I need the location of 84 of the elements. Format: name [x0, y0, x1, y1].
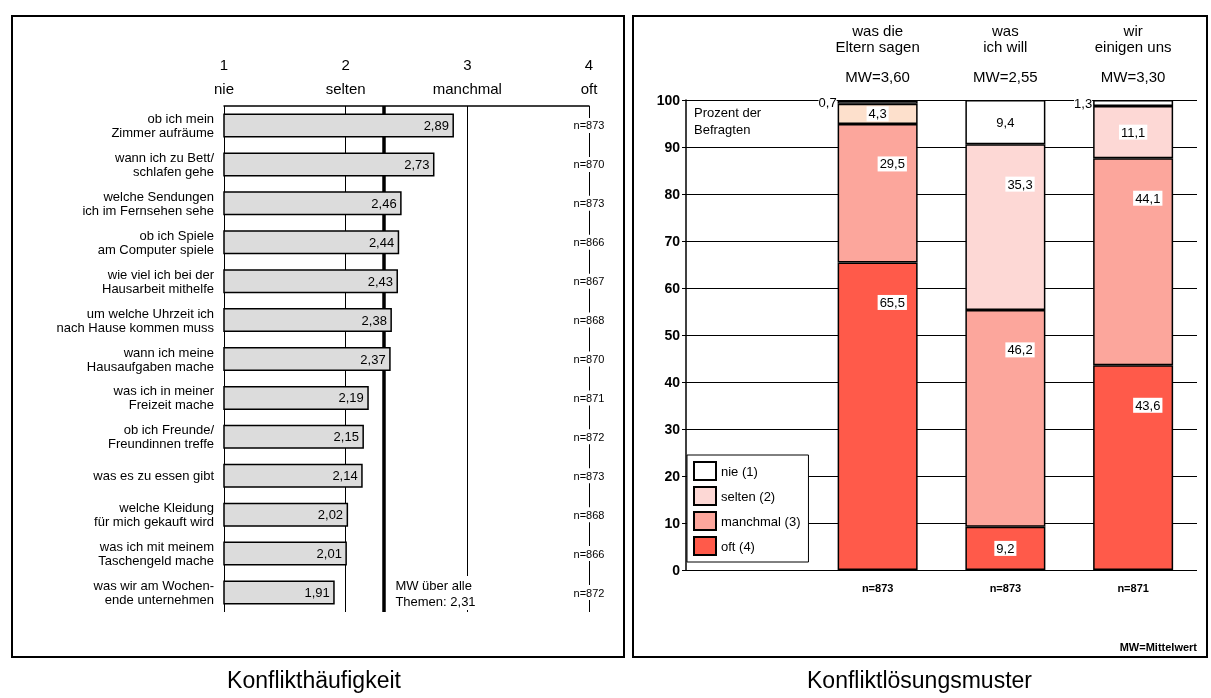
x-tick-label: 4 oft	[580, 55, 599, 97]
y-tick-label: was ich mit meinem Taschengeld mache	[98, 539, 214, 569]
y-tick-label: wann ich meine Hausaufgaben mache	[86, 344, 214, 374]
data-label: 29,5	[879, 156, 905, 172]
ref-line-label: MW über alle Themen: 2,31	[395, 577, 476, 609]
data-label: 35,3	[1007, 176, 1033, 192]
y-tick-label: 50	[664, 327, 681, 344]
annotation: n=873	[989, 582, 1022, 594]
text: MW=Mittelwert	[1119, 640, 1198, 653]
y-tick-label: 100	[656, 92, 681, 109]
data-label: 2,44	[368, 234, 395, 250]
data-label: 9,2	[996, 540, 1015, 556]
y-tick-label: was ich in meiner Freizeit mache	[112, 383, 215, 413]
legend-label: selten (2)	[721, 488, 776, 504]
x-tick-label: 1 nie	[213, 55, 235, 97]
data-label: 43,6	[1135, 397, 1161, 413]
annotation: n=873	[573, 119, 605, 132]
data-label: 2,02	[317, 507, 344, 523]
y-tick-label: um welche Uhrzeit ich nach Hause kommen muss	[56, 305, 215, 335]
annotation: n=870	[573, 158, 605, 171]
text: MW=3,60	[845, 67, 910, 85]
y-tick-label: 0	[672, 562, 681, 578]
text: Konfliktlösungsmuster	[807, 666, 1033, 693]
data-label: 1,91	[304, 585, 330, 601]
annotation: n=873	[573, 469, 605, 482]
y-tick-label: 80	[664, 186, 681, 203]
data-label: 44,1	[1135, 190, 1161, 206]
y-tick-label: welche Sendungen ich im Fernsehen sehe	[82, 188, 214, 218]
annotation: n=873	[861, 582, 894, 594]
y-tick-label: 60	[664, 280, 681, 297]
y-tick-label: ob ich Freunde/ Freundinnen treffe	[108, 422, 215, 452]
y-tick-label: 40	[664, 374, 681, 391]
data-label: 2,89	[423, 117, 449, 133]
data-label: 65,5	[879, 294, 905, 310]
data-label: 2,46	[371, 195, 397, 211]
annotation: n=867	[573, 275, 605, 288]
annotation: n=866	[573, 547, 605, 560]
y-tick-label: 30	[664, 421, 681, 438]
y-axis-title: Prozent der Befragten	[694, 105, 765, 137]
y-tick-label: wann ich zu Bett/ schlafen gehe	[114, 149, 215, 179]
annotation: n=871	[1117, 582, 1149, 594]
x-tick-label: was ich will	[983, 21, 1028, 55]
x-tick-label: was die Eltern sagen	[835, 21, 920, 55]
y-tick-label: 20	[664, 468, 681, 485]
legend-label: nie (1)	[721, 463, 758, 479]
data-label: 2,43	[367, 273, 393, 289]
data-label: 2,15	[333, 429, 359, 445]
annotation: n=870	[573, 353, 605, 365]
y-tick-label: ob ich Spiele am Computer spiele	[97, 227, 214, 257]
legend-label: manchmal (3)	[721, 513, 801, 529]
y-tick-label: was wir am Wochen- ende unternehmen	[92, 578, 214, 608]
data-label: 46,2	[1007, 342, 1033, 358]
x-tick-label: 2 selten	[325, 55, 366, 97]
y-tick-label: ob ich mein Zimmer aufräume	[111, 110, 214, 140]
data-label: 4,3	[868, 106, 887, 122]
data-label: 2,37	[360, 351, 386, 367]
data-label: 11,1	[1120, 124, 1146, 140]
annotation: n=872	[573, 430, 605, 443]
y-tick-label: was es zu essen gibt	[92, 468, 215, 484]
y-tick-label: 10	[664, 515, 681, 532]
annotation: n=872	[573, 586, 605, 599]
annotation: n=868	[573, 508, 605, 521]
data-label: 2,14	[332, 468, 358, 484]
data-label: 9,4	[996, 114, 1015, 130]
annotation: n=871	[573, 391, 605, 404]
x-tick-label: 3 manchmal	[432, 55, 502, 97]
y-tick-label: wie viel ich bei der Hausarbeit mithelfe	[102, 266, 215, 296]
annotation: n=873	[573, 197, 605, 210]
data-label: 2,01	[316, 546, 342, 562]
legend-label: oft (4)	[721, 538, 755, 554]
text: MW=3,30	[1100, 67, 1166, 85]
y-tick-label: 70	[664, 233, 681, 250]
data-label: 1,3	[1074, 95, 1093, 111]
data-label: 2,38	[361, 312, 387, 328]
text: Konflikthäufigkeit	[227, 666, 402, 693]
data-label: 2,73	[404, 156, 430, 172]
annotation: n=866	[573, 236, 605, 249]
y-tick-label: 90	[664, 139, 681, 156]
data-label: 0,7	[818, 94, 837, 110]
data-label: 2,19	[338, 390, 364, 406]
x-tick-label: wir einigen uns	[1094, 21, 1172, 55]
annotation: n=868	[573, 314, 605, 327]
y-tick-label: welche Kleidung für mich gekauft wird	[94, 500, 214, 530]
text: MW=2,55	[973, 67, 1038, 85]
